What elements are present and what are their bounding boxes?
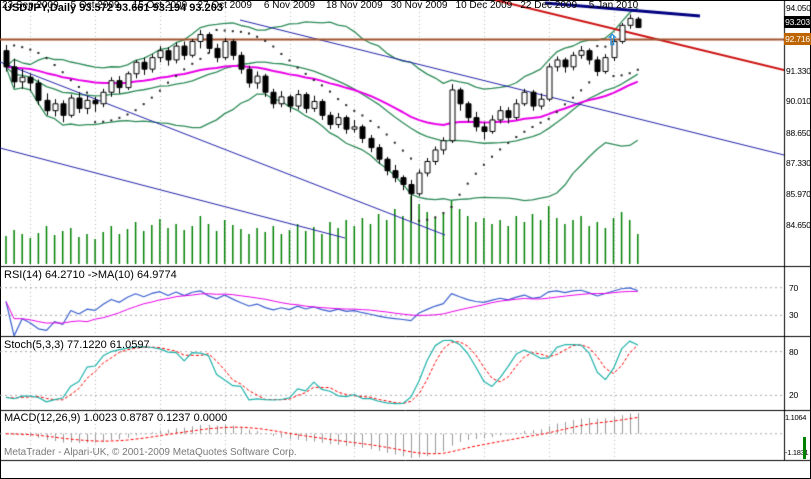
- rsi-level-label: 30: [789, 310, 799, 321]
- rsi-pane-title: RSI(14) 64.2710 ->MA(10) 64.9774: [4, 269, 177, 281]
- date-axis-label: 22 Dec 2009: [520, 0, 578, 11]
- date-axis-label: 15 Oct 2009: [132, 0, 188, 11]
- price-axis-label: 94.050: [786, 3, 811, 13]
- date-axis-label: 10 Dec 2009: [455, 0, 513, 11]
- up-arrow-icon[interactable]: ⇧: [606, 32, 619, 49]
- date-axis-label: 5 Oct 2009: [70, 0, 120, 11]
- hline-price-badge: 92.716: [784, 32, 811, 45]
- date-axis-label: 6 Nov 2009: [263, 0, 316, 11]
- macd-axis-max-label: 1.1064: [785, 413, 807, 422]
- stoch-pane-title: Stoch(5,3,3) 77.1220 61.0597: [4, 339, 150, 351]
- price-axis-label: 87.330: [786, 158, 811, 169]
- rsi-level-label: 70: [789, 282, 799, 293]
- axis-green-bar: [803, 437, 806, 459]
- date-axis-label: 30 Nov 2009: [390, 0, 448, 11]
- date-axis-label: 27 Oct 2009: [197, 0, 252, 11]
- current-price-badge: 93.203: [784, 15, 811, 28]
- price-axis-label: 88.650: [786, 127, 811, 138]
- chart-title-ohlc: USDJPY,Daily 93.572 93.661 93.194 93.203: [4, 2, 223, 14]
- watermark: MetaTrader - Alpari-UK, © 2001-2009 Meta…: [4, 447, 297, 458]
- price-axis-label: 91.330: [786, 65, 811, 76]
- stoch-level-label: 20: [789, 390, 799, 401]
- stoch-level-label: 80: [789, 346, 799, 357]
- macd-axis-min-label: -1.1831: [785, 448, 809, 457]
- macd-pane-title: MACD(12,26,9) 1.0023 0.8787 0.1237 0.000…: [4, 412, 228, 424]
- price-axis-label: 90.010: [786, 96, 811, 107]
- price-axis-label: 84.650: [786, 219, 811, 230]
- date-axis-label: 5 Jan 2010: [588, 0, 639, 11]
- date-axis-label: 23 Sep 2009: [1, 0, 59, 11]
- price-axis-label: 85.970: [786, 189, 811, 200]
- date-axis-label: 18 Nov 2009: [325, 0, 383, 11]
